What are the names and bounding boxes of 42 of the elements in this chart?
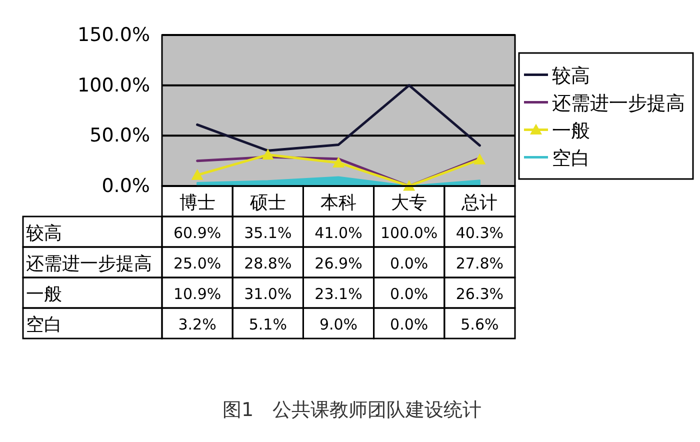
point bbox=[262, 148, 274, 160]
value-label: 5.6% bbox=[460, 315, 499, 334]
point bbox=[332, 156, 344, 168]
legend-label: 较高 bbox=[552, 64, 590, 87]
row-name: 一般 bbox=[26, 283, 62, 304]
value-label: 0.0% bbox=[390, 315, 428, 334]
category: 大专 bbox=[391, 192, 428, 213]
caption: 图1 公共课教师团队建设统计 bbox=[222, 399, 482, 421]
value-label: 100.0% bbox=[380, 224, 438, 242]
category: 博士 bbox=[179, 192, 216, 213]
value-label: 5.1% bbox=[248, 315, 287, 334]
point bbox=[474, 154, 486, 164]
value-label: 35.1% bbox=[244, 224, 292, 242]
row-name: 空白 bbox=[26, 314, 62, 335]
value-label: 27.8% bbox=[456, 254, 504, 272]
category: 总计 bbox=[462, 192, 498, 213]
value-label: 60.9% bbox=[173, 224, 222, 242]
category: 硕士 bbox=[250, 192, 286, 213]
value-label: 10.9% bbox=[173, 284, 222, 303]
point bbox=[191, 169, 204, 180]
value-label: 9.0% bbox=[319, 315, 358, 334]
value-label: 25.0% bbox=[173, 254, 222, 272]
value-label: 26.3% bbox=[456, 284, 504, 303]
value-label: 0.0% bbox=[390, 254, 428, 272]
value-label: 23.1% bbox=[314, 284, 362, 303]
row-name: 较高 bbox=[26, 222, 62, 244]
legend-label: 一般 bbox=[552, 120, 590, 142]
value-label: 26.9% bbox=[314, 254, 362, 272]
category: 本科 bbox=[320, 192, 356, 213]
value-label: 41.0% bbox=[314, 224, 362, 242]
value-label: 3.2% bbox=[178, 315, 216, 334]
value-label: 0.0% bbox=[390, 284, 428, 303]
y-tick: 0.0% bbox=[102, 175, 150, 197]
y-tick: 50.0% bbox=[90, 124, 150, 147]
y-tick: 100.0% bbox=[78, 74, 150, 96]
value-label: 40.3% bbox=[456, 224, 504, 242]
legend-label: 空白 bbox=[552, 147, 590, 170]
legend-label: 还需进一步提高 bbox=[552, 92, 685, 114]
value-label: 31.0% bbox=[244, 284, 292, 303]
row-name: 还需进一步提高 bbox=[26, 252, 152, 274]
y-tick: 150.0% bbox=[78, 24, 150, 46]
value-label: 28.8% bbox=[244, 254, 292, 272]
